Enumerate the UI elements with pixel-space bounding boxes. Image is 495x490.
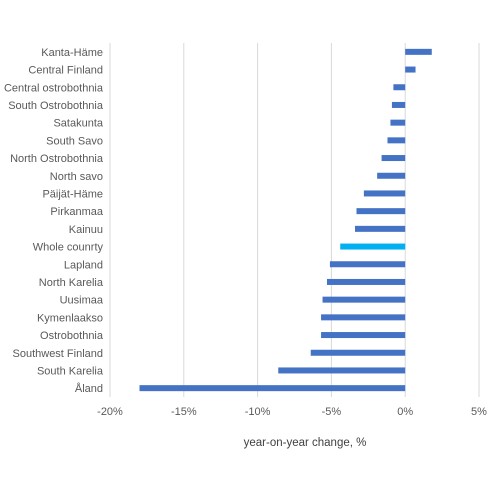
bar [326,278,406,285]
bar [391,101,406,108]
category-label: North savo [50,171,103,183]
category-label: South Savo [46,135,103,147]
grid-lines [109,43,480,397]
bar [310,349,406,356]
category-label: South Karelia [37,365,104,377]
bar [322,296,406,303]
bar [355,225,406,232]
bar [393,84,406,91]
x-axis-title: year-on-year change, % [244,437,367,449]
category-label: South Ostrobothnia [8,100,104,112]
x-tick-labels: -20% -15% -10% -5% 0% 5% [97,406,487,418]
bar [405,48,432,55]
category-label: Ostrobothnia [40,330,104,342]
bar [405,66,416,73]
category-labels: Kanta-Häme Central Finland Central ostrobo… [4,47,104,395]
category-label: Lapland [64,259,103,271]
bar [381,155,406,162]
bar [390,119,406,126]
x-tick-label: 0% [397,406,413,418]
category-label: North Karelia [39,277,104,289]
category-label: Southwest Finland [13,348,104,360]
category-label: Päijät-Häme [42,188,103,200]
bar [329,261,406,268]
x-tick-label: -20% [97,406,123,418]
category-label: Central ostrobothnia [4,82,104,94]
category-label: Central Finland [28,65,103,77]
category-label: Whole counrty [33,242,104,254]
bar [340,243,406,250]
category-label: Satakunta [53,118,103,130]
bar [387,137,406,144]
bar [278,367,406,374]
category-label: Kymenlaakso [37,312,103,324]
bar [356,208,406,215]
bars [139,48,432,392]
bar [139,385,406,392]
bar [377,172,406,179]
category-label: Kanta-Häme [41,47,103,59]
bar [363,190,406,197]
x-tick-label: -5% [322,406,342,418]
bar [321,314,406,321]
category-label: Pirkanmaa [50,206,103,218]
category-label: North Ostrobothnia [10,153,104,165]
x-tick-label: -15% [171,406,197,418]
x-tick-label: 5% [471,406,487,418]
category-label: Åland [75,382,103,395]
x-tick-label: -10% [245,406,271,418]
category-label: Uusimaa [60,295,104,307]
category-label: Kainuu [69,224,103,236]
bar [321,332,406,339]
